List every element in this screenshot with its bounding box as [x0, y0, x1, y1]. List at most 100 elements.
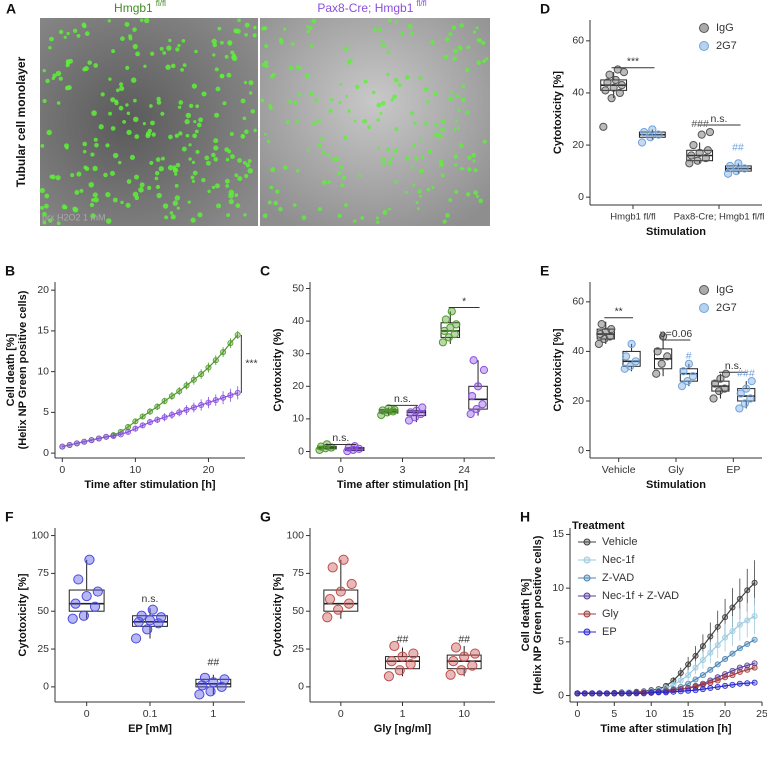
cell-dot	[412, 143, 417, 148]
cell-dot	[267, 200, 272, 205]
cell-dot	[211, 38, 217, 45]
cell-dot	[196, 122, 202, 128]
point	[736, 621, 743, 628]
y-tick-label: 60	[572, 296, 584, 308]
cell-dot	[253, 128, 257, 133]
cell-dot	[65, 59, 71, 64]
cell-dot	[81, 22, 87, 28]
point	[386, 656, 397, 667]
point	[589, 690, 596, 697]
point	[722, 614, 729, 621]
cell-dot	[207, 189, 211, 194]
cell-dot	[440, 173, 445, 178]
cell-dot	[64, 143, 70, 149]
cell-dot	[355, 84, 360, 90]
cell-dot	[132, 27, 137, 32]
cell-dot	[230, 50, 235, 55]
cell-dot	[177, 43, 181, 48]
point	[640, 690, 647, 697]
x-tick-label: 0.1	[143, 708, 158, 720]
y-axis-label: Cell death [%]	[5, 333, 17, 406]
point	[736, 595, 743, 602]
cell-dot	[185, 112, 192, 119]
cell-dot	[295, 168, 300, 173]
cell-dot	[393, 77, 399, 83]
cell-dot	[225, 184, 230, 188]
cell-dot	[381, 43, 386, 48]
cell-dot	[214, 112, 220, 118]
x-tick-label: 5	[611, 708, 617, 720]
point	[714, 677, 721, 684]
x-tick-label: 1	[400, 708, 406, 720]
cell-dot	[98, 124, 104, 130]
legend-label: Vehicle	[602, 536, 637, 548]
cell-dot	[404, 74, 410, 80]
cell-dot	[160, 111, 165, 116]
watermark: prx H2O2 1 mM	[42, 212, 106, 222]
cell-dot	[243, 80, 248, 85]
cell-dot	[467, 167, 472, 172]
cell-dot	[424, 121, 429, 126]
significance-label: ##	[732, 141, 744, 153]
point	[751, 613, 758, 620]
point	[699, 681, 706, 688]
x-tick-label: 0	[338, 708, 344, 720]
cell-dot	[227, 149, 232, 154]
cell-dot	[465, 67, 470, 72]
y-tick-label: 50	[292, 282, 304, 294]
cell-dot	[55, 175, 61, 181]
y-tick-label: 20	[292, 380, 304, 392]
cell-dot	[229, 131, 234, 137]
cell-dot	[423, 87, 429, 92]
point	[687, 151, 696, 160]
point	[633, 690, 640, 697]
cell-dot	[215, 86, 221, 92]
point	[468, 391, 477, 401]
cell-dot	[182, 63, 187, 68]
cell-dot	[481, 40, 486, 46]
point	[751, 679, 758, 686]
cell-dot	[211, 152, 216, 158]
point	[234, 389, 241, 396]
cell-dot	[82, 141, 88, 147]
panel-label: E	[540, 263, 549, 279]
cell-dot	[301, 215, 307, 221]
cell-dot	[417, 207, 420, 210]
cell-dot	[172, 165, 177, 170]
point	[621, 352, 631, 361]
cell-dot	[376, 102, 382, 108]
cell-dot	[227, 41, 232, 46]
point	[603, 78, 612, 87]
cell-dot	[452, 56, 457, 61]
cell-dot	[237, 176, 243, 182]
cell-dot	[260, 98, 265, 103]
cell-dot	[253, 25, 257, 30]
cell-dot	[252, 33, 257, 38]
y-tick-label: 40	[572, 87, 584, 99]
point	[740, 399, 749, 408]
cell-dot	[105, 218, 112, 224]
point	[459, 651, 470, 662]
y-tick-label: 5	[558, 636, 564, 648]
cell-dot	[293, 100, 298, 105]
y-tick-label: 0	[578, 191, 584, 203]
cell-dot	[390, 156, 395, 160]
point	[688, 372, 698, 381]
point	[205, 399, 212, 406]
cell-dot	[454, 119, 458, 123]
cell-dot	[181, 146, 187, 152]
point	[722, 634, 729, 641]
y-tick-label: 10	[37, 365, 49, 377]
significance-label: #	[686, 350, 692, 362]
point	[670, 688, 677, 695]
cell-dot	[170, 63, 176, 69]
point	[168, 411, 175, 418]
cell-dot	[386, 147, 391, 152]
legend-label: 2G7	[716, 40, 737, 52]
significance-label: ##	[397, 634, 409, 646]
cell-dot	[191, 160, 196, 165]
legend-marker	[583, 628, 591, 636]
cell-dot	[156, 96, 161, 102]
point	[220, 349, 227, 356]
y-axis-label: Cytotoxicity [%]	[552, 328, 564, 411]
